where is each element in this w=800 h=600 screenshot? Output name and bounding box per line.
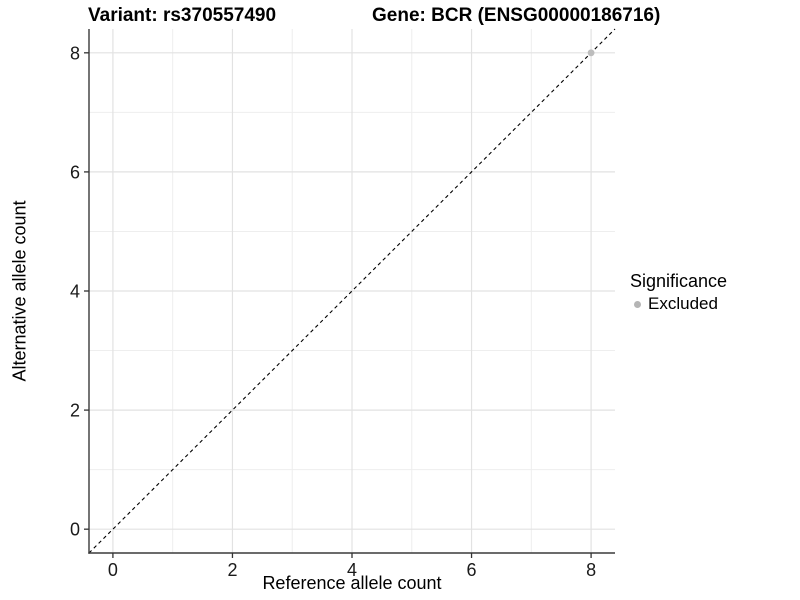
y-tick-label: 6 <box>70 162 80 182</box>
x-tick-label: 2 <box>227 560 237 580</box>
gene-title: Gene: BCR (ENSG00000186716) <box>372 5 661 26</box>
circle-icon <box>634 300 641 308</box>
legend-item-excluded: Excluded <box>634 294 727 314</box>
legend: Significance Excluded <box>630 271 727 314</box>
identity-line <box>88 28 616 554</box>
x-tick-label: 4 <box>347 560 357 580</box>
y-tick-label: 4 <box>70 282 80 302</box>
x-tick-label: 6 <box>467 560 477 580</box>
y-tick-label: 0 <box>70 520 80 540</box>
y-axis-title: Alternative allele count <box>9 200 30 382</box>
y-tick-label: 2 <box>70 401 80 421</box>
x-tick-label: 8 <box>586 560 596 580</box>
legend-item-label: Excluded <box>648 294 718 313</box>
y-tick-label: 8 <box>70 43 80 63</box>
x-tick-label: 0 <box>108 560 118 580</box>
data-point <box>587 49 595 57</box>
variant-title: Variant: rs370557490 <box>88 5 277 26</box>
x-axis-title: Reference allele count <box>262 573 442 593</box>
legend-title: Significance <box>630 271 728 291</box>
